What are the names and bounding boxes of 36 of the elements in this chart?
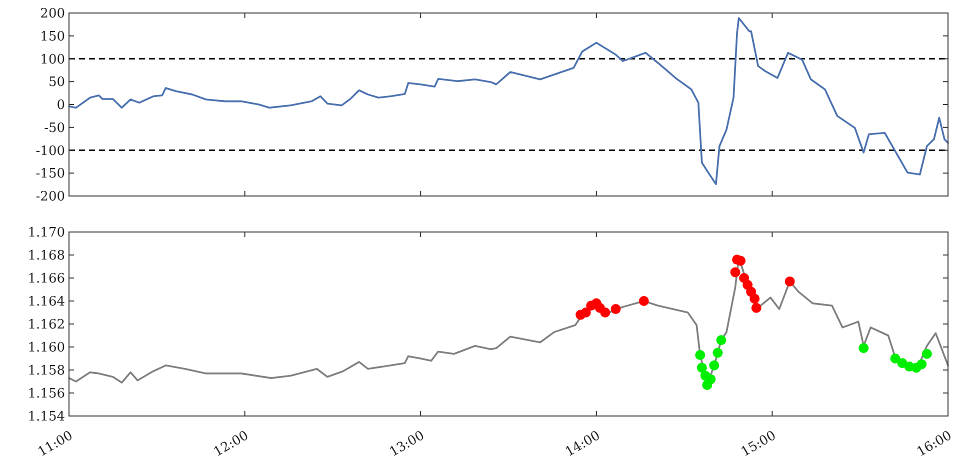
point bbox=[580, 308, 591, 318]
point bbox=[709, 360, 720, 370]
y-tick-label: 1.156 bbox=[28, 386, 65, 402]
point bbox=[695, 350, 706, 360]
point bbox=[858, 343, 869, 354]
y-tick-label: 0 bbox=[56, 98, 65, 114]
point bbox=[784, 276, 795, 286]
point bbox=[916, 359, 927, 370]
y-tick-label: -100 bbox=[36, 144, 65, 159]
point bbox=[890, 354, 900, 364]
y-tick-label: -200 bbox=[36, 190, 65, 205]
y-tick-label: 1.166 bbox=[28, 272, 65, 287]
point bbox=[751, 302, 762, 313]
y-tick-label: 1.170 bbox=[28, 226, 65, 241]
y-tick-label: 1.168 bbox=[28, 248, 65, 264]
point bbox=[610, 304, 621, 314]
y-tick-label: 1.160 bbox=[28, 340, 65, 356]
y-tick-label: 1.162 bbox=[28, 318, 65, 333]
y-tick-label: 150 bbox=[40, 29, 65, 44]
point bbox=[716, 335, 726, 346]
point bbox=[730, 267, 740, 278]
y-tick-label: -150 bbox=[36, 166, 65, 182]
y-tick-label: 1.154 bbox=[28, 410, 65, 425]
point bbox=[638, 296, 649, 306]
y-tick-label: 50 bbox=[48, 75, 65, 90]
y-tick-label: 200 bbox=[40, 6, 65, 22]
y-tick-label: 100 bbox=[40, 52, 65, 68]
point bbox=[600, 308, 610, 318]
point bbox=[750, 294, 760, 304]
point bbox=[712, 348, 723, 358]
point bbox=[922, 348, 932, 359]
y-tick-label: 1.158 bbox=[28, 364, 65, 379]
point bbox=[696, 362, 707, 373]
line-series bbox=[68, 17, 949, 186]
y-tick-label: 1.164 bbox=[28, 294, 65, 310]
y-tick-label: -50 bbox=[44, 120, 65, 136]
